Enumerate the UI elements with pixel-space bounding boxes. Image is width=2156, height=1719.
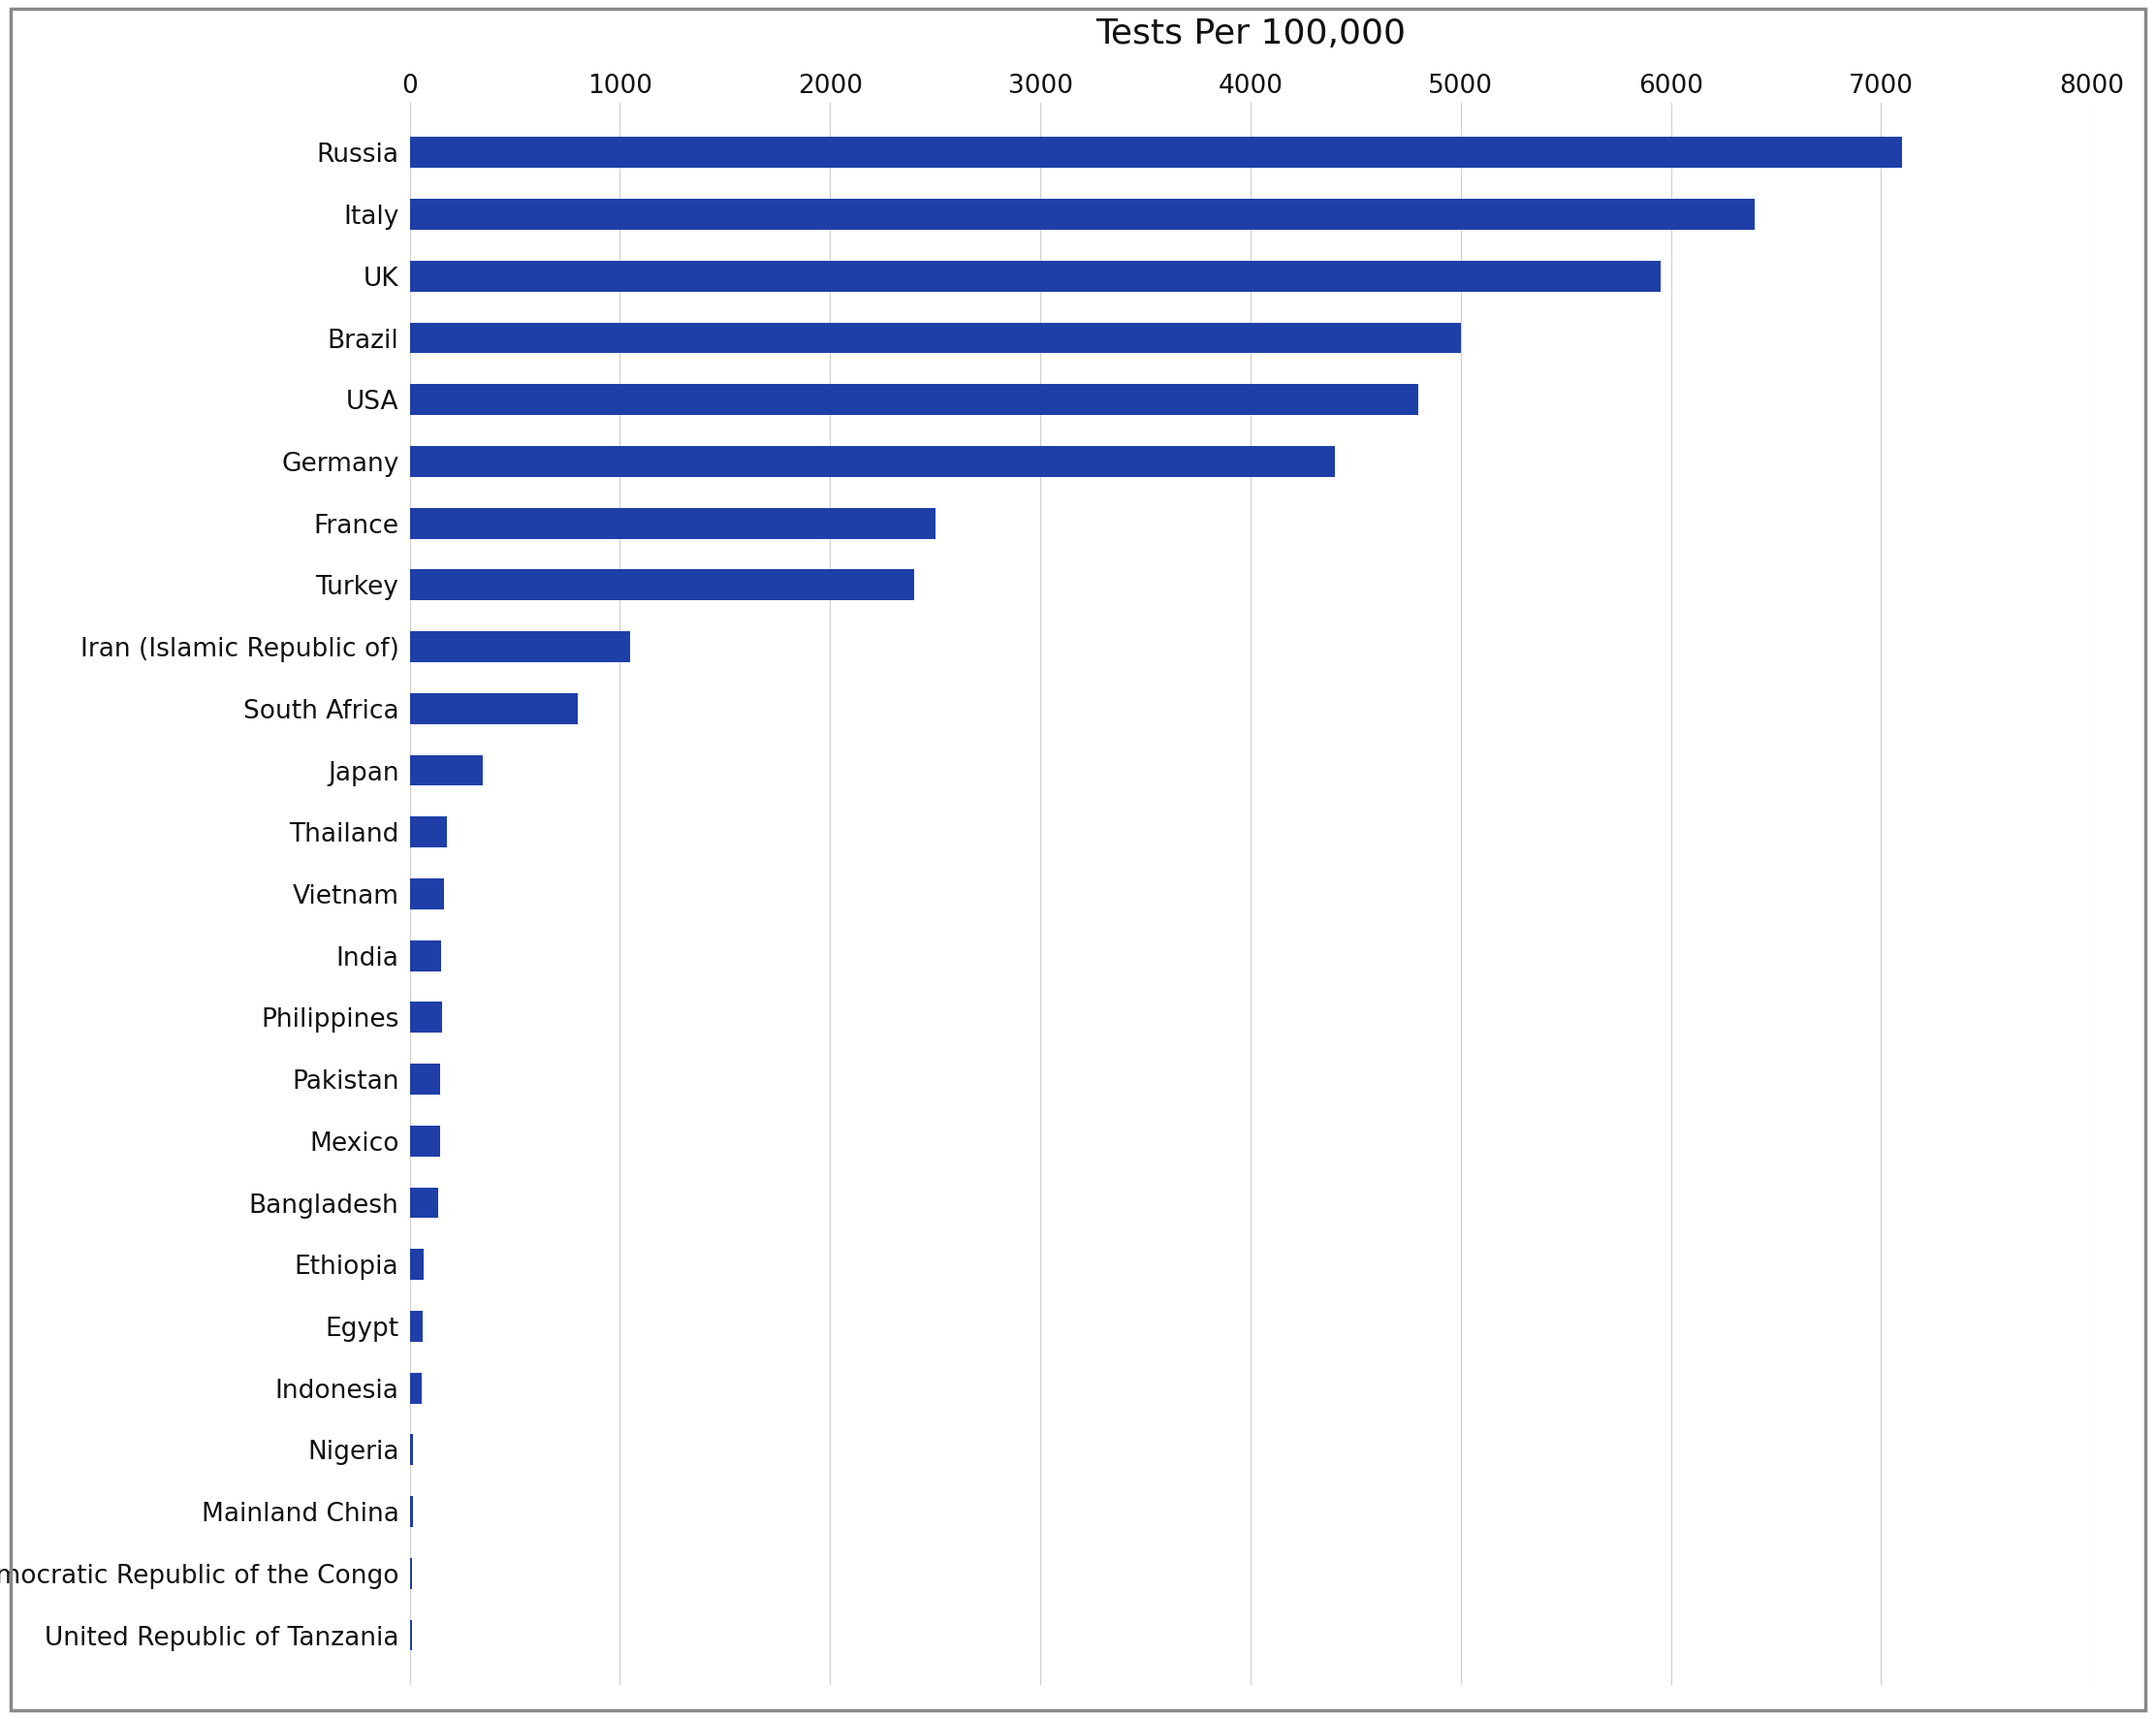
Bar <box>410 755 483 786</box>
Bar <box>410 817 446 847</box>
Bar <box>410 507 936 538</box>
Bar <box>410 138 1902 168</box>
Bar <box>410 631 630 662</box>
Bar <box>410 569 914 600</box>
Bar <box>410 1250 423 1281</box>
Bar <box>410 1434 414 1465</box>
Bar <box>410 1126 440 1157</box>
Bar <box>410 693 578 724</box>
Bar <box>410 878 444 909</box>
Bar <box>410 1496 412 1526</box>
Bar <box>410 445 1335 476</box>
Bar <box>410 1557 412 1588</box>
Bar <box>410 1064 440 1095</box>
Bar <box>410 261 1660 292</box>
Bar <box>410 385 1419 414</box>
Bar <box>410 940 442 971</box>
Bar <box>410 1373 423 1403</box>
Bar <box>410 1188 438 1219</box>
Bar <box>410 199 1755 230</box>
Bar <box>410 1002 442 1033</box>
Title: Tests Per 100,000: Tests Per 100,000 <box>1095 17 1406 50</box>
Bar <box>410 1312 423 1343</box>
Bar <box>410 323 1460 354</box>
